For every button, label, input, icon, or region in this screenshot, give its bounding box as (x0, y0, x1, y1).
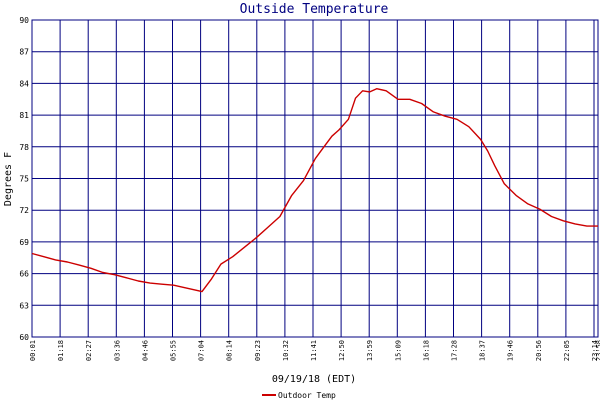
y-tick-label: 72 (19, 206, 29, 215)
y-tick-label: 63 (19, 301, 29, 310)
x-tick-label: 19:46 (507, 340, 515, 361)
y-tick-label: 60 (19, 333, 29, 342)
x-tick-label: 22:05 (563, 340, 571, 361)
x-axis-label: 09/19/18 (EDT) (272, 374, 356, 385)
y-axis-label: Degrees F (3, 152, 14, 206)
x-tick-label: 03:36 (113, 340, 121, 361)
x-tick-label: 09:23 (254, 340, 262, 361)
y-tick-label: 84 (19, 79, 29, 88)
x-tick-label: 01:18 (57, 340, 65, 361)
y-tick-label: 90 (19, 16, 29, 25)
y-tick-label: 69 (19, 238, 29, 247)
series-line-outdoor-temp (31, 87, 598, 293)
y-tick-label: 87 (19, 48, 29, 57)
y-tick-label: 81 (19, 111, 29, 120)
y-axis-ticks: 60 63 66 69 72 75 78 81 84 87 90 (19, 16, 29, 342)
legend: Outdoor Temp (262, 391, 336, 400)
x-tick-label: 13:59 (366, 340, 374, 361)
legend-label: Outdoor Temp (278, 391, 336, 400)
x-tick-label: 20:56 (535, 340, 543, 361)
x-tick-label: 11:41 (310, 340, 318, 361)
y-tick-label: 78 (19, 143, 29, 152)
x-tick-label: 15:09 (394, 340, 402, 361)
plot-area-frame (31, 19, 599, 338)
grid-lines (31, 19, 599, 338)
x-tick-label: 05:55 (170, 340, 178, 361)
x-tick-label: 16:18 (422, 340, 430, 361)
x-tick-label: 17:28 (451, 340, 459, 361)
x-tick-label: 07:04 (198, 340, 206, 361)
x-tick-label: 04:46 (141, 340, 149, 361)
x-tick-label: 18:37 (479, 340, 487, 361)
y-tick-label: 75 (19, 175, 29, 184)
y-tick-label: 66 (19, 270, 29, 279)
x-axis-ticks: 00:01 01:18 02:27 03:36 04:46 05:55 07:04 08:14… (29, 340, 600, 361)
x-tick-label: 23:14 (591, 340, 599, 361)
x-tick-label: 10:32 (282, 340, 290, 361)
x-tick-label: 23:58 (595, 340, 600, 361)
x-tick-label: 00:01 (29, 340, 37, 361)
series-layer (31, 87, 598, 293)
chart-title: Outside Temperature (240, 2, 389, 17)
x-tick-label: 08:14 (226, 340, 234, 361)
x-tick-label: 12:50 (338, 340, 346, 361)
x-tick-label: 02:27 (85, 340, 93, 361)
